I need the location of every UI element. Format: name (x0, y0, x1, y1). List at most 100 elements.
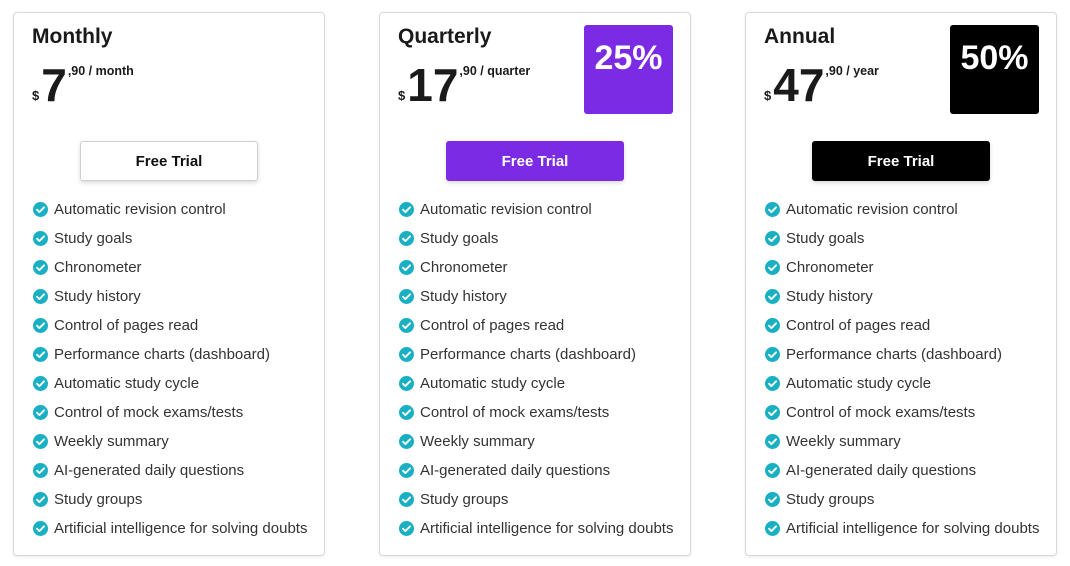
feature-item: Weekly summary (33, 431, 169, 451)
feature-text: Automatic revision control (420, 200, 592, 218)
check-icon (765, 288, 780, 304)
feature-item: Study groups (399, 489, 508, 509)
feature-item: Weekly summary (399, 431, 535, 451)
feature-text: Study groups (54, 490, 143, 508)
feature-text: Artificial intelligence for solving doub… (54, 519, 308, 537)
feature-item: Control of mock exams/tests (765, 402, 975, 422)
feature-text: Performance charts (dashboard) (786, 345, 1002, 363)
plan-name: Annual (764, 25, 836, 48)
feature-item: Performance charts (dashboard) (33, 344, 270, 364)
discount-badge: 50% (950, 25, 1039, 114)
feature-item: Control of mock exams/tests (33, 402, 243, 422)
check-icon (399, 520, 414, 536)
check-icon (399, 375, 414, 391)
feature-item: Performance charts (dashboard) (765, 344, 1002, 364)
feature-item: Study groups (765, 489, 874, 509)
feature-text: Control of mock exams/tests (786, 403, 976, 421)
check-icon (765, 404, 780, 420)
feature-text: Automatic revision control (54, 200, 226, 218)
feature-text: Study history (54, 287, 141, 305)
check-icon (765, 317, 780, 333)
discount-badge: 25% (584, 25, 673, 114)
feature-text: Chronometer (786, 258, 874, 276)
check-icon (765, 375, 780, 391)
feature-item: Artificial intelligence for solving doub… (33, 518, 307, 538)
check-icon (33, 259, 48, 275)
check-icon (33, 288, 48, 304)
currency: $ (398, 88, 406, 103)
feature-item: Automatic study cycle (33, 373, 199, 393)
feature-text: Weekly summary (420, 432, 535, 450)
feature-text: AI-generated daily questions (786, 461, 977, 479)
feature-item: Control of pages read (33, 315, 198, 335)
feature-item: Study history (765, 286, 873, 306)
feature-text: AI-generated daily questions (54, 461, 245, 479)
price-cents: ,90 / year (825, 64, 879, 78)
feature-text: Weekly summary (54, 432, 169, 450)
feature-text: Performance charts (dashboard) (54, 345, 270, 363)
feature-text: Performance charts (dashboard) (420, 345, 636, 363)
price: $17,90 / quarter (398, 61, 530, 109)
plan-card: Quarterly $17,90 / quarter 25% Free Trial Au… (379, 12, 691, 556)
check-icon (765, 520, 780, 536)
check-icon (33, 346, 48, 362)
feature-item: Chronometer (399, 257, 508, 277)
feature-item: Artificial intelligence for solving doub… (399, 518, 673, 538)
check-icon (399, 346, 414, 362)
feature-text: Artificial intelligence for solving doub… (786, 519, 1040, 537)
free-trial-button[interactable]: Free Trial (446, 141, 624, 181)
feature-item: Control of pages read (765, 315, 930, 335)
check-icon (33, 230, 48, 246)
check-icon (33, 433, 48, 449)
feature-text: Artificial intelligence for solving doub… (420, 519, 674, 537)
check-icon (765, 201, 780, 217)
check-icon (33, 404, 48, 420)
free-trial-button[interactable]: Free Trial (80, 141, 258, 181)
free-trial-button[interactable]: Free Trial (812, 141, 990, 181)
check-icon (33, 375, 48, 391)
feature-text: Control of mock exams/tests (54, 403, 244, 421)
check-icon (399, 259, 414, 275)
feature-item: Study groups (33, 489, 142, 509)
feature-text: Study history (420, 287, 507, 305)
feature-text: Study goals (420, 229, 499, 247)
feature-text: Weekly summary (786, 432, 901, 450)
feature-text: Study history (786, 287, 873, 305)
currency: $ (32, 88, 40, 103)
check-icon (399, 404, 414, 420)
feature-text: Control of pages read (786, 316, 931, 334)
feature-item: Study goals (765, 228, 864, 248)
check-icon (399, 491, 414, 507)
feature-item: Automatic revision control (33, 199, 226, 219)
feature-text: Control of mock exams/tests (420, 403, 610, 421)
feature-item: Study goals (399, 228, 498, 248)
feature-item: Automatic revision control (399, 199, 592, 219)
feature-text: Study groups (420, 490, 509, 508)
check-icon (765, 433, 780, 449)
feature-item: Automatic revision control (765, 199, 958, 219)
check-icon (399, 288, 414, 304)
feature-item: Chronometer (33, 257, 142, 277)
feature-item: Automatic study cycle (399, 373, 565, 393)
check-icon (399, 462, 414, 478)
check-icon (33, 520, 48, 536)
check-icon (765, 346, 780, 362)
currency: $ (764, 88, 772, 103)
feature-text: Chronometer (420, 258, 508, 276)
feature-text: Study groups (786, 490, 875, 508)
check-icon (765, 259, 780, 275)
feature-text: AI-generated daily questions (420, 461, 611, 479)
check-icon (33, 491, 48, 507)
price-amount: 17 (407, 59, 459, 111)
feature-text: Chronometer (54, 258, 142, 276)
check-icon (765, 462, 780, 478)
feature-item: Study history (399, 286, 507, 306)
check-icon (33, 462, 48, 478)
check-icon (765, 491, 780, 507)
price: $47,90 / year (764, 61, 879, 109)
feature-item: Control of mock exams/tests (399, 402, 609, 422)
feature-text: Automatic revision control (786, 200, 958, 218)
feature-item: Weekly summary (765, 431, 901, 451)
check-icon (399, 230, 414, 246)
